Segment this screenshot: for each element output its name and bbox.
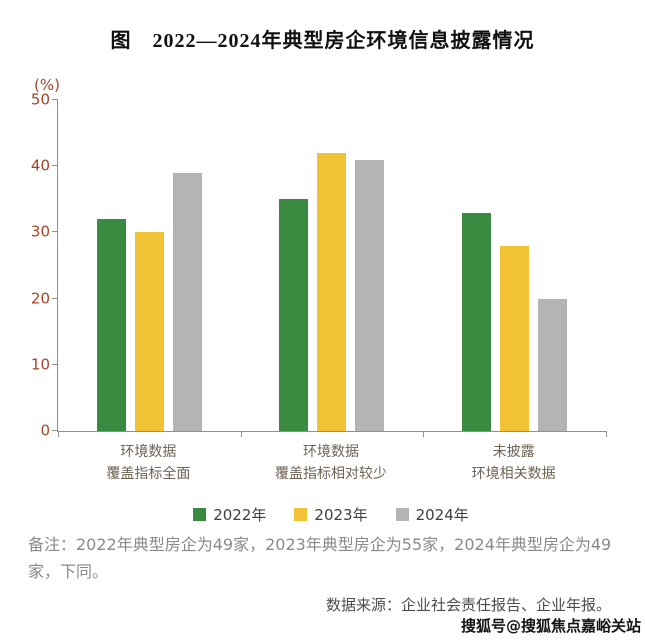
y-tick xyxy=(52,99,58,100)
y-tick xyxy=(52,430,58,431)
category-label-line: 覆盖指标相对较少 xyxy=(275,465,387,482)
legend-swatch xyxy=(193,508,207,521)
legend-swatch xyxy=(395,508,409,521)
category-label-line: 未披露 xyxy=(492,444,535,460)
bar-2023年 xyxy=(500,245,530,431)
chart-title: 图 2022—2024年典型房企环境信息披露情况 xyxy=(110,30,535,52)
y-tick-label: 10 xyxy=(30,355,50,374)
notes-text: 备注：2022年典型房企为49家，2023年典型房企为55家，2024年典型房企… xyxy=(28,535,612,582)
bar-2023年 xyxy=(134,232,164,431)
y-tick-label: 20 xyxy=(30,289,50,308)
bar-group xyxy=(241,100,424,431)
legend: 2022年 2023年 2024年 xyxy=(57,504,605,525)
legend-label: 2023年 xyxy=(314,506,368,524)
y-tick xyxy=(52,363,58,365)
category-label: 未披露 环境相关数据 xyxy=(422,442,605,485)
legend-label: 2022年 xyxy=(213,506,267,524)
bar-2022年 xyxy=(462,212,492,431)
x-tick xyxy=(606,431,607,437)
bar-2024年 xyxy=(172,172,202,431)
legend-item: 2024年 xyxy=(395,504,469,525)
watermark-text: 搜狐号@搜狐焦点嘉峪关站 xyxy=(460,617,641,635)
plot-area: 0 10 20 30 40 50 xyxy=(31,92,607,438)
bar-2024年 xyxy=(538,298,568,431)
y-axis-unit-label: (%) xyxy=(34,76,60,94)
y-tick xyxy=(52,231,58,233)
bar-2023年 xyxy=(317,152,347,431)
y-tick-label: 30 xyxy=(30,222,50,241)
category-label: 环境数据覆盖指标全面 xyxy=(57,442,240,485)
y-tick-label: 50 xyxy=(30,90,50,109)
source-text: 数据来源：企业社会责任报告、企业年报。 xyxy=(325,596,611,614)
x-tick xyxy=(58,431,59,437)
legend-item: 2022年 xyxy=(193,504,266,525)
y-tick xyxy=(52,165,58,167)
y-tick-label: 0 xyxy=(40,421,50,440)
bar-2022年 xyxy=(96,219,126,431)
x-tick xyxy=(240,431,242,437)
bar-group xyxy=(58,100,241,431)
category-axis-labels: 环境数据 覆盖指标全面 环境数据 覆盖指标相对较少 未披露 环境相关数据 xyxy=(57,442,605,485)
bar-2024年 xyxy=(355,159,385,431)
category-label-line: 环境相关数据 xyxy=(471,465,556,482)
y-tick xyxy=(52,297,58,299)
bar-2022年 xyxy=(279,199,309,431)
category-label: 环境数据覆盖指标相对较少 xyxy=(240,442,423,485)
category-label-line: 环境数据 xyxy=(303,444,359,460)
category-label-line: 覆盖指标全面 xyxy=(106,465,191,482)
x-tick xyxy=(423,431,425,437)
legend-label: 2024年 xyxy=(415,506,469,524)
bar-group xyxy=(423,100,606,431)
legend-swatch xyxy=(294,508,308,521)
y-tick-label: 40 xyxy=(30,156,50,175)
legend-item: 2023年 xyxy=(294,504,368,525)
category-label-line: 环境数据 xyxy=(120,444,177,460)
